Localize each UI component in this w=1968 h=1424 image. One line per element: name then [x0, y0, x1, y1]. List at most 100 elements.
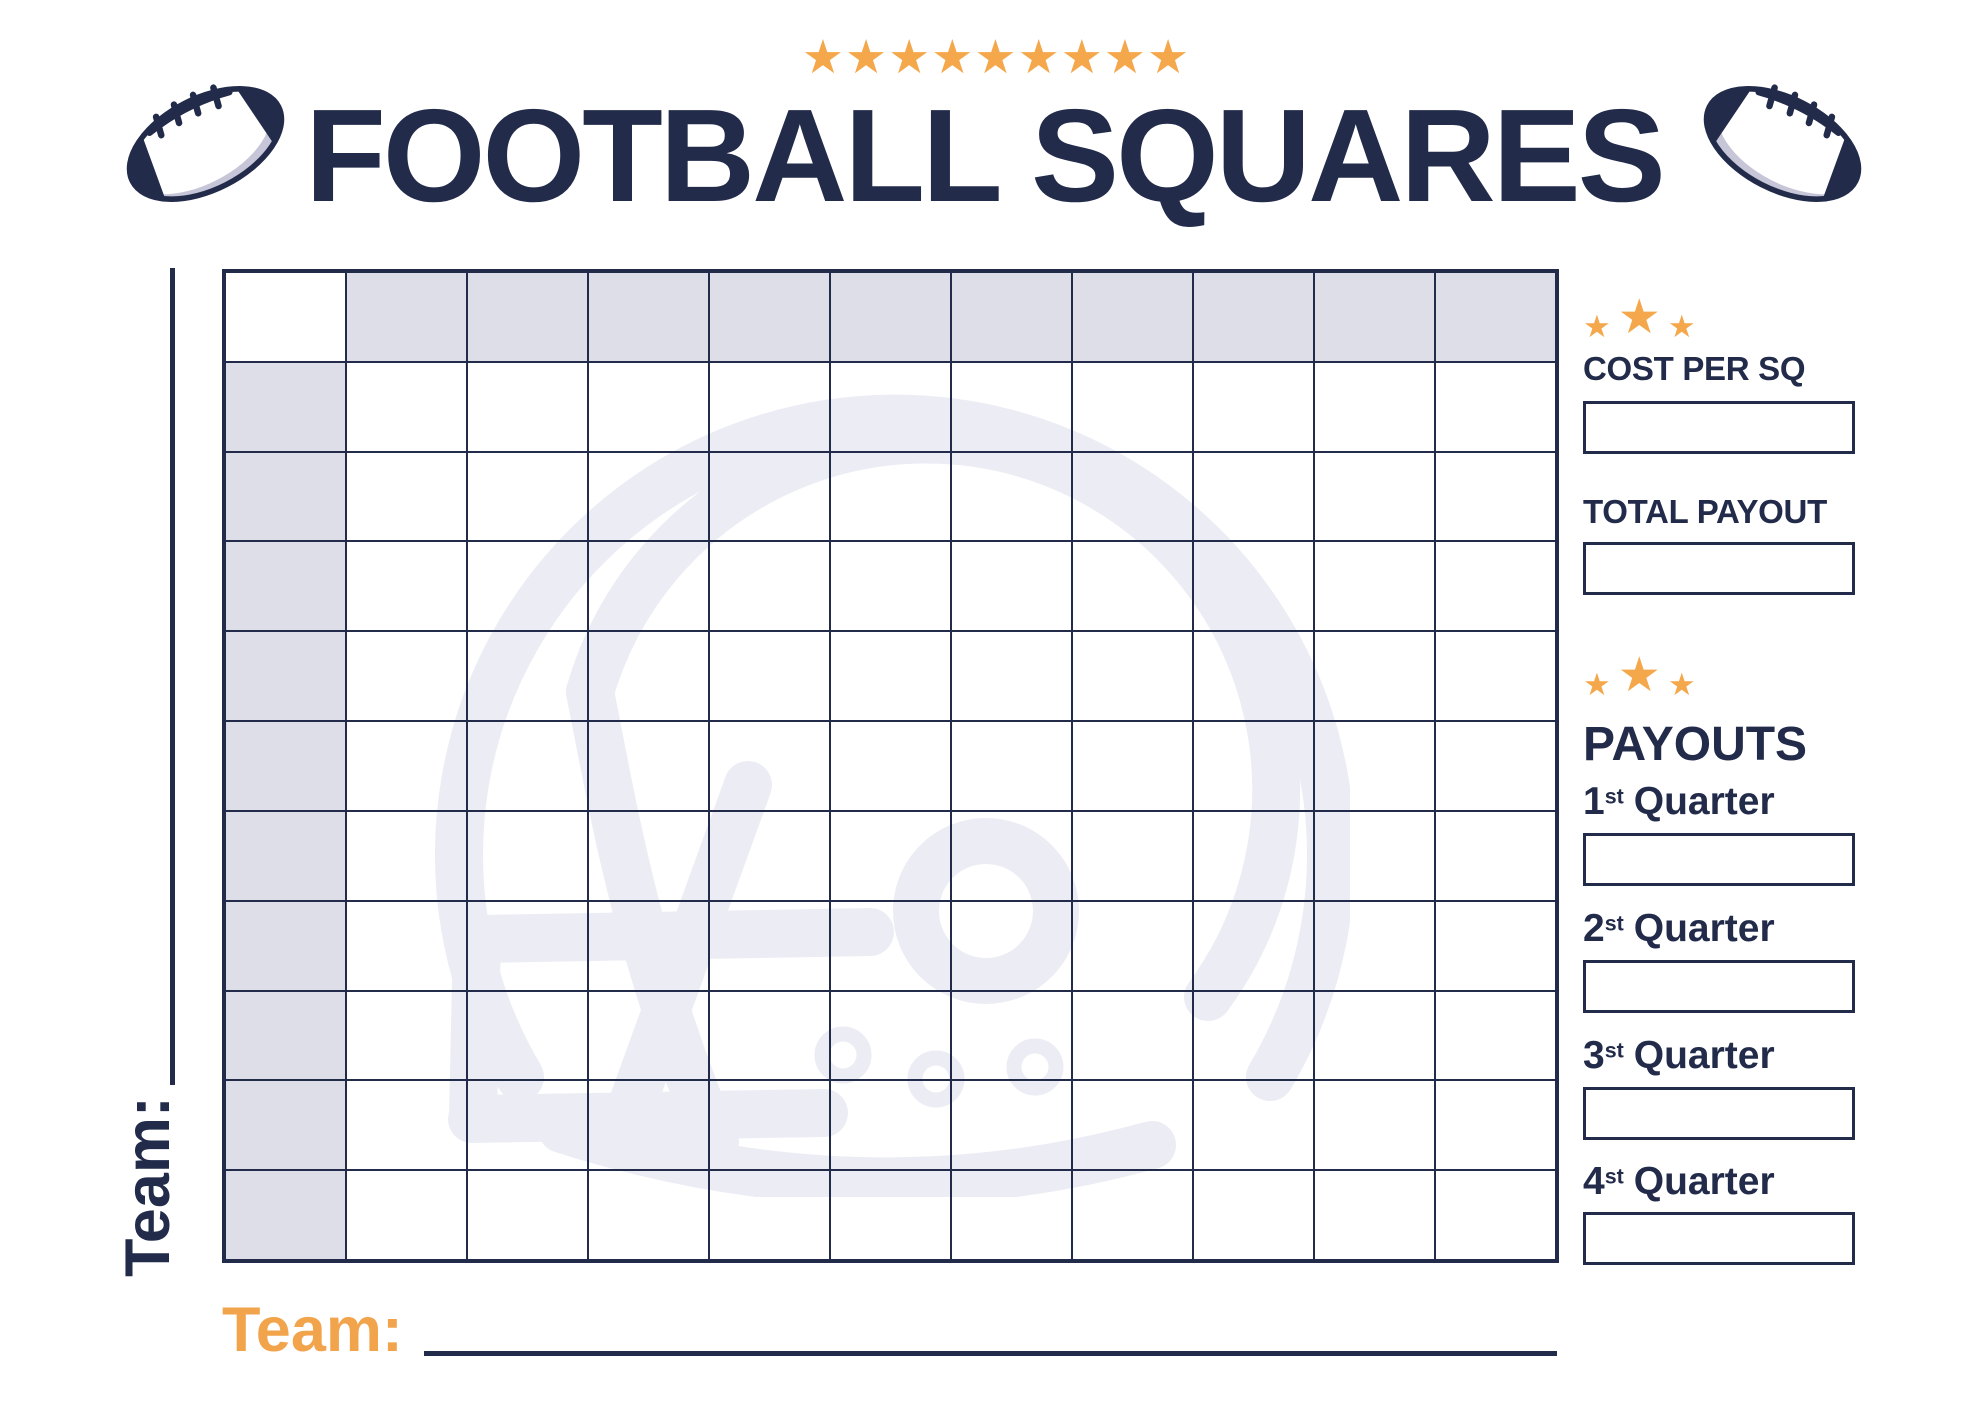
grid-cell[interactable]	[346, 451, 467, 542]
grid-cell[interactable]	[467, 631, 588, 722]
grid-cell[interactable]	[467, 721, 588, 811]
grid-cell[interactable]	[709, 541, 830, 632]
grid-header-cell-left[interactable]	[225, 451, 346, 542]
grid-cell[interactable]	[709, 990, 830, 1081]
grid-cell[interactable]	[1435, 721, 1556, 811]
grid-cell[interactable]	[1435, 361, 1556, 452]
grid-cell[interactable]	[346, 900, 467, 991]
grid-cell[interactable]	[588, 990, 709, 1081]
grid-cell[interactable]	[1435, 990, 1556, 1081]
grid-cell[interactable]	[1072, 721, 1193, 811]
grid-corner-cell[interactable]	[225, 272, 346, 362]
grid-cell[interactable]	[467, 451, 588, 542]
grid-header-cell-left[interactable]	[225, 1080, 346, 1171]
grid-cell[interactable]	[588, 900, 709, 991]
grid-cell[interactable]	[1435, 900, 1556, 991]
grid-cell[interactable]	[1193, 721, 1314, 811]
grid-cell[interactable]	[1193, 900, 1314, 991]
grid-cell[interactable]	[588, 810, 709, 901]
grid-header-cell-left[interactable]	[225, 631, 346, 722]
grid-cell[interactable]	[588, 361, 709, 452]
grid-cell[interactable]	[1072, 631, 1193, 722]
grid-header-cell-top[interactable]	[1314, 272, 1435, 362]
grid-header-cell-left[interactable]	[225, 1170, 346, 1260]
grid-cell[interactable]	[588, 541, 709, 632]
grid-header-cell-top[interactable]	[951, 272, 1072, 362]
grid-cell[interactable]	[1314, 541, 1435, 632]
grid-cell[interactable]	[1435, 451, 1556, 542]
grid-cell[interactable]	[709, 900, 830, 991]
grid-cell[interactable]	[1435, 1080, 1556, 1171]
grid-cell[interactable]	[1193, 1170, 1314, 1260]
grid-cell[interactable]	[830, 1170, 951, 1260]
grid-cell[interactable]	[1314, 631, 1435, 722]
grid-cell[interactable]	[588, 721, 709, 811]
grid-cell[interactable]	[1435, 541, 1556, 632]
quarter-2-payout-box[interactable]	[1583, 960, 1855, 1013]
grid-cell[interactable]	[951, 1080, 1072, 1171]
grid-cell[interactable]	[1072, 361, 1193, 452]
grid-cell[interactable]	[1072, 1080, 1193, 1171]
grid-header-cell-left[interactable]	[225, 541, 346, 632]
grid-cell[interactable]	[1193, 1080, 1314, 1171]
grid-cell[interactable]	[1072, 810, 1193, 901]
grid-cell[interactable]	[709, 1080, 830, 1171]
grid-cell[interactable]	[951, 541, 1072, 632]
grid-cell[interactable]	[830, 451, 951, 542]
grid-cell[interactable]	[346, 1170, 467, 1260]
grid-cell[interactable]	[1072, 451, 1193, 542]
grid-header-cell-left[interactable]	[225, 721, 346, 811]
quarter-1-payout-box[interactable]	[1583, 833, 1855, 886]
grid-cell[interactable]	[830, 541, 951, 632]
grid-cell[interactable]	[1193, 990, 1314, 1081]
grid-cell[interactable]	[1435, 810, 1556, 901]
grid-cell[interactable]	[588, 1170, 709, 1260]
grid-cell[interactable]	[1193, 361, 1314, 452]
grid-cell[interactable]	[709, 721, 830, 811]
grid-cell[interactable]	[1314, 721, 1435, 811]
grid-cell[interactable]	[951, 631, 1072, 722]
quarter-4-payout-box[interactable]	[1583, 1212, 1855, 1265]
grid-cell[interactable]	[346, 810, 467, 901]
grid-header-cell-left[interactable]	[225, 810, 346, 901]
grid-cell[interactable]	[346, 721, 467, 811]
grid-cell[interactable]	[1072, 541, 1193, 632]
grid-cell[interactable]	[709, 1170, 830, 1260]
grid-cell[interactable]	[467, 900, 588, 991]
grid-cell[interactable]	[467, 541, 588, 632]
grid-cell[interactable]	[830, 1080, 951, 1171]
grid-cell[interactable]	[1072, 1170, 1193, 1260]
grid-cell[interactable]	[709, 631, 830, 722]
grid-cell[interactable]	[1314, 1080, 1435, 1171]
grid-cell[interactable]	[830, 721, 951, 811]
grid-cell[interactable]	[346, 361, 467, 452]
grid-cell[interactable]	[346, 631, 467, 722]
grid-cell[interactable]	[588, 631, 709, 722]
grid-cell[interactable]	[1314, 810, 1435, 901]
grid-cell[interactable]	[1193, 451, 1314, 542]
grid-cell[interactable]	[830, 810, 951, 901]
grid-cell[interactable]	[830, 361, 951, 452]
grid-cell[interactable]	[951, 1170, 1072, 1260]
grid-header-cell-top[interactable]	[588, 272, 709, 362]
grid-cell[interactable]	[346, 990, 467, 1081]
grid-cell[interactable]	[951, 451, 1072, 542]
grid-cell[interactable]	[1435, 1170, 1556, 1260]
grid-header-cell-top[interactable]	[1193, 272, 1314, 362]
grid-cell[interactable]	[1314, 361, 1435, 452]
grid-cell[interactable]	[588, 1080, 709, 1171]
grid-cell[interactable]	[709, 451, 830, 542]
grid-cell[interactable]	[1193, 541, 1314, 632]
grid-cell[interactable]	[951, 721, 1072, 811]
grid-cell[interactable]	[346, 541, 467, 632]
grid-cell[interactable]	[1314, 900, 1435, 991]
grid-cell[interactable]	[467, 810, 588, 901]
total-payout-box[interactable]	[1583, 542, 1855, 595]
grid-header-cell-left[interactable]	[225, 900, 346, 991]
grid-cell[interactable]	[346, 1080, 467, 1171]
grid-cell[interactable]	[830, 631, 951, 722]
grid-header-cell-top[interactable]	[1435, 272, 1556, 362]
grid-cell[interactable]	[709, 361, 830, 452]
grid-cell[interactable]	[830, 990, 951, 1081]
cost-per-sq-box[interactable]	[1583, 401, 1855, 454]
